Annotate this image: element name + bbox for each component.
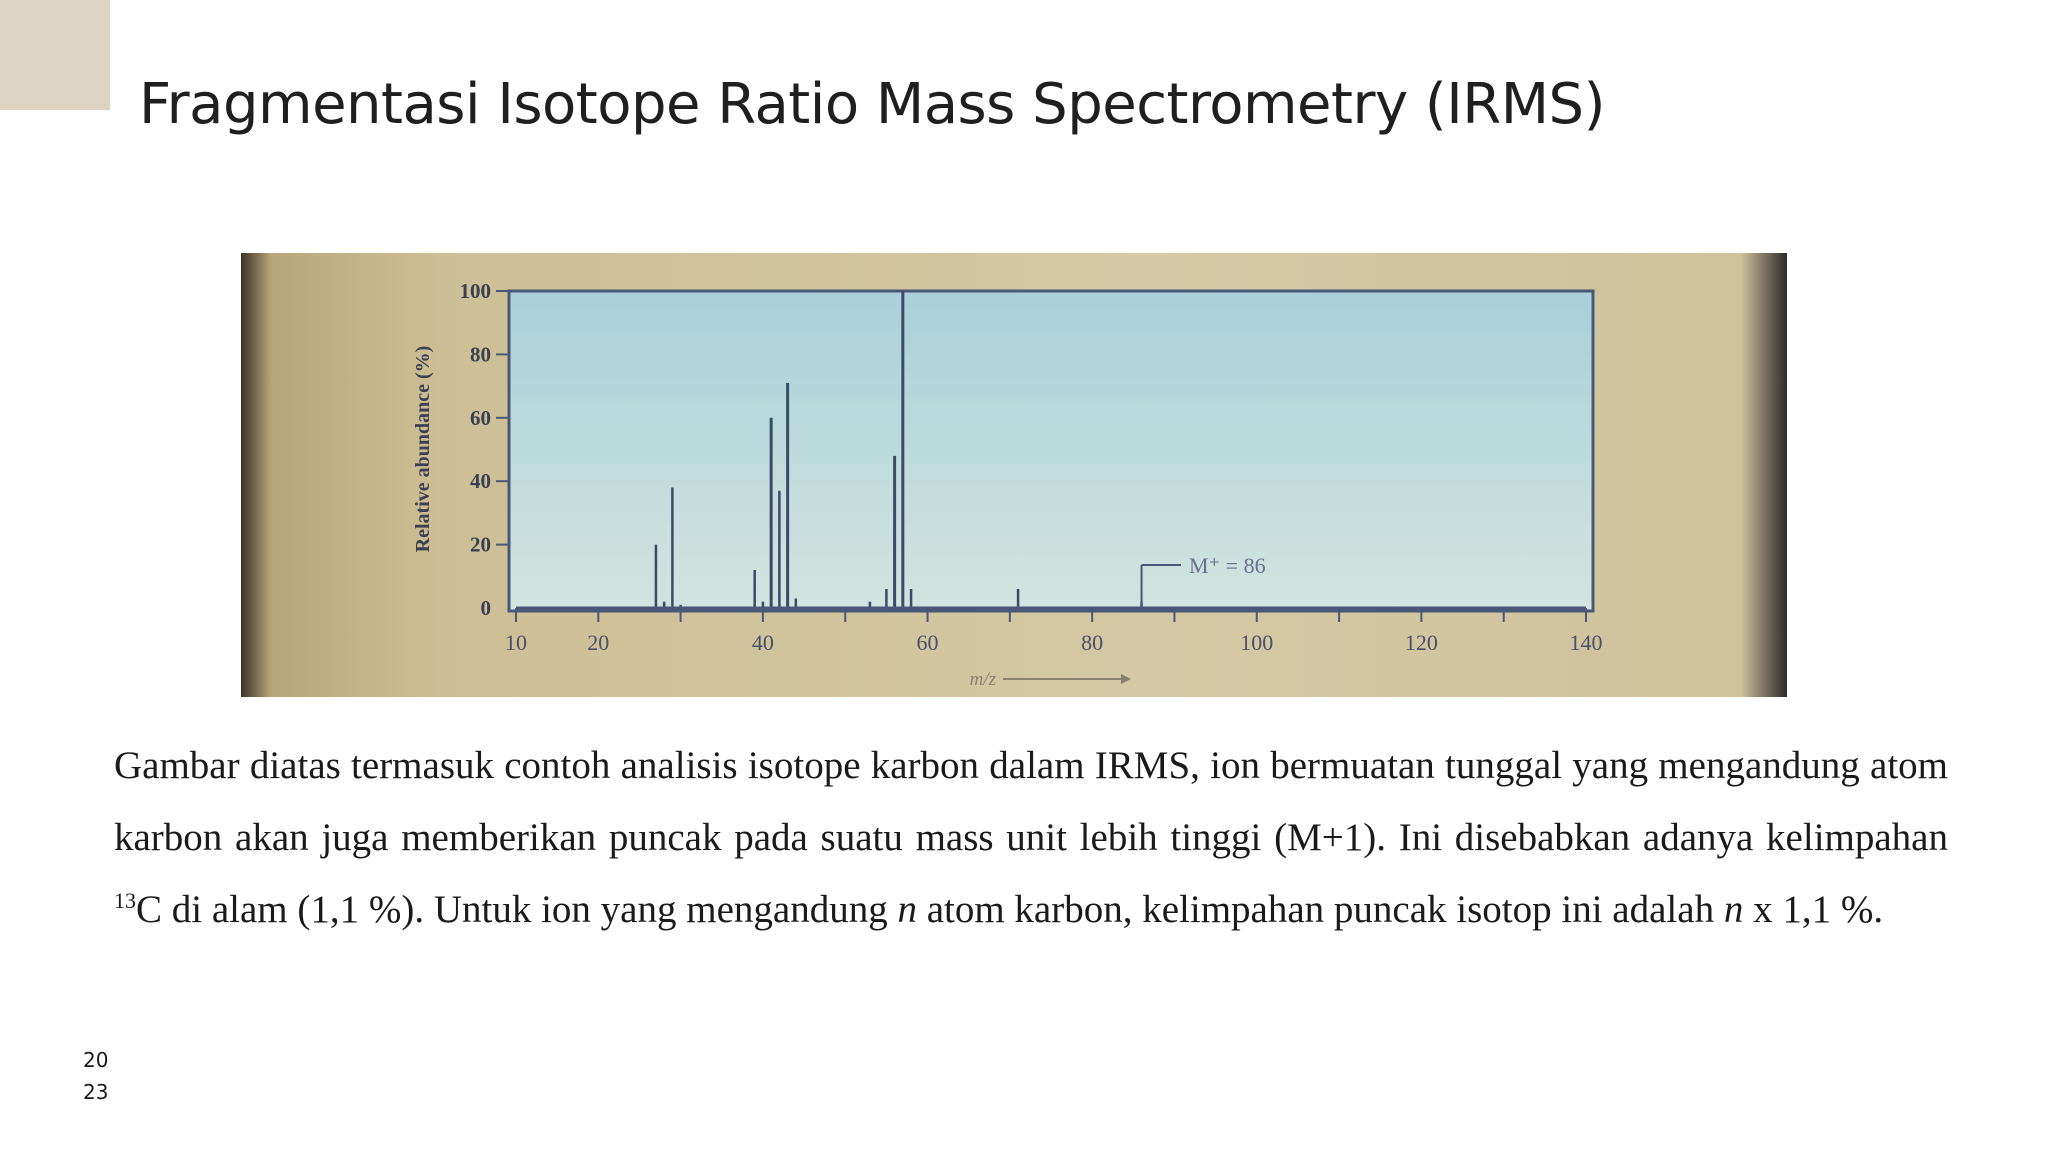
x-tick-label: 80 bbox=[1081, 630, 1103, 655]
x-tick-label: 140 bbox=[1570, 630, 1603, 655]
x-axis-label-arrowhead bbox=[1121, 674, 1131, 684]
slide-number-line-2: 23 bbox=[83, 1080, 109, 1104]
slide-title: Fragmentasi Isotope Ratio Mass Spectrome… bbox=[139, 72, 1605, 137]
slide-number-line-1: 20 bbox=[83, 1048, 109, 1072]
mass-spectrum-photo: 10 20 40 60 80 100 120 140 0 20 40 60 80 100 Relative… bbox=[241, 253, 1787, 697]
paragraph-text-2: C di alam (1,1 %). Untuk ion yang mengan… bbox=[136, 888, 898, 931]
y-tick-label: 0 bbox=[481, 596, 492, 620]
y-tick-label: 80 bbox=[470, 342, 491, 366]
variable-n: n bbox=[1723, 888, 1744, 931]
x-tick-label: 120 bbox=[1405, 630, 1438, 655]
x-axis-label: m/z bbox=[970, 669, 997, 690]
x-tick-label: 100 bbox=[1240, 630, 1273, 655]
x-tick-label: 60 bbox=[917, 630, 939, 655]
body-paragraph: Gambar diatas termasuk contoh analisis i… bbox=[114, 730, 1948, 946]
y-tick-label: 20 bbox=[470, 533, 491, 557]
paragraph-text-1: Gambar diatas termasuk contoh analisis i… bbox=[114, 744, 1948, 859]
isotope-superscript: 13 bbox=[114, 888, 136, 913]
paragraph-text-4: x 1,1 %. bbox=[1743, 888, 1884, 931]
variable-n: n bbox=[897, 888, 917, 931]
x-tick-label: 20 bbox=[587, 630, 609, 655]
y-tick-label: 60 bbox=[470, 406, 491, 430]
y-axis-label: Relative abundance (%) bbox=[412, 346, 434, 553]
annotation-label: M⁺ = 86 bbox=[1189, 553, 1266, 578]
mass-spectrum-chart: 10 20 40 60 80 100 120 140 0 20 40 60 80 100 Relative… bbox=[412, 279, 1603, 690]
accent-corner-block bbox=[0, 0, 110, 110]
y-tick-label: 100 bbox=[460, 279, 492, 303]
plot-area bbox=[507, 289, 1595, 613]
x-tick-label: 10 bbox=[505, 630, 527, 655]
paragraph-text-3: atom karbon, kelimpahan puncak isotop in… bbox=[916, 888, 1724, 931]
x-tick-label: 40 bbox=[752, 630, 774, 655]
slide-number: 20 23 bbox=[83, 1044, 123, 1108]
y-tick-label: 40 bbox=[470, 469, 491, 493]
